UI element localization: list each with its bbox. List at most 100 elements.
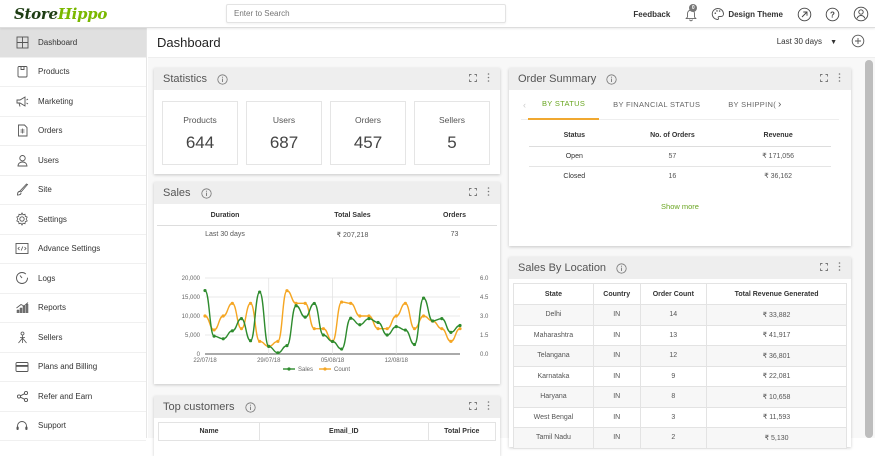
add-widget-icon[interactable] [851, 34, 865, 48]
table-header-row: Name Email_ID Total Price [157, 422, 497, 441]
search-input[interactable] [226, 4, 506, 23]
megaphone-icon [15, 94, 29, 108]
svg-text:10,000: 10,000 [182, 314, 201, 320]
show-more-link[interactable]: Show more [661, 202, 699, 211]
svg-text:Sales: Sales [298, 367, 313, 373]
order-summary-card-header: Order Summary [509, 68, 851, 90]
gear-icon [15, 212, 29, 227]
table-header-row: Status No. of Orders Revenue [529, 126, 831, 147]
design-theme-button[interactable]: Design Theme [711, 7, 783, 21]
tab-by-status[interactable]: BY STATUS [528, 90, 600, 120]
expand-icon[interactable] [469, 73, 477, 82]
share-icon [15, 389, 29, 403]
svg-text:05/08/18: 05/08/18 [321, 358, 345, 364]
expand-icon[interactable] [820, 262, 828, 271]
notification-button[interactable]: 0 [684, 3, 698, 22]
storehippo-logo[interactable]: StoreHippo [14, 5, 108, 23]
headset-icon [15, 419, 29, 433]
sales-summary-table: Duration Total Sales Orders Last 30 days… [157, 206, 497, 244]
stat-box-users[interactable]: Users 687 [246, 101, 322, 165]
expand-icon[interactable] [469, 187, 477, 196]
open-store-icon[interactable] [797, 7, 812, 22]
stat-box-sellers[interactable]: Sellers 5 [414, 101, 490, 165]
user-profile-icon[interactable] [853, 6, 869, 22]
table-row: Maharashtra IN 13 ₹ 41,917 [513, 324, 847, 346]
notification-badge: 0 [689, 3, 698, 12]
more-vertical-icon[interactable] [487, 401, 490, 410]
sidebar-item-users[interactable]: Users [0, 146, 146, 176]
sales-chart: 0 0.0 5,000 1.5 10,000 3.0 15,000 4.5 20,000 6.0 2… [154, 272, 500, 382]
info-icon[interactable] [606, 73, 617, 85]
sidebar-item-orders[interactable]: Orders [0, 117, 146, 146]
more-vertical-icon[interactable] [487, 187, 490, 196]
page-title: Dashboard [157, 35, 221, 50]
table-row: Haryana IN 8 ₹ 10,658 [513, 386, 847, 408]
sidebar-item-support[interactable]: Support [0, 412, 146, 441]
more-vertical-icon[interactable] [838, 262, 841, 271]
sidebar-item-site[interactable]: Site [0, 176, 146, 205]
sidebar-item-products[interactable]: Products [0, 58, 146, 87]
info-icon[interactable] [244, 401, 256, 413]
product-box-icon [15, 65, 29, 79]
sidebar-item-reports[interactable]: Reports [0, 294, 146, 323]
sidebar-item-dashboard[interactable]: Dashboard [0, 28, 146, 58]
table-row: Open 57 ₹ 171,056 [529, 146, 831, 167]
order-summary-tabs: ‹ BY STATUS BY FINANCIAL STATUS BY SHIPP… [521, 90, 839, 120]
date-range-dropdown[interactable]: Last 30 days ▼ [776, 37, 837, 46]
svg-text:1.5: 1.5 [480, 333, 489, 339]
sales-by-location-card-header: Sales By Location [509, 257, 851, 279]
tab-by-shipping[interactable]: BY SHIPPIN( [728, 100, 777, 109]
svg-text:4.5: 4.5 [480, 295, 489, 301]
sidebar-item-logs[interactable]: Logs [0, 264, 146, 294]
svg-text:29/07/18: 29/07/18 [257, 358, 281, 364]
top-customers-table: Name Email_ID Total Price [157, 422, 497, 441]
statistics-card: Statistics Products 644 Users 687 Orders… [154, 68, 500, 174]
sidebar-item-advance-settings[interactable]: Advance Settings [0, 235, 146, 264]
tabs-prev-arrow[interactable]: ‹ [523, 99, 526, 110]
expand-icon[interactable] [469, 401, 477, 410]
stat-box-orders[interactable]: Orders 457 [330, 101, 406, 165]
sellers-icon [15, 330, 29, 344]
sales-card: Sales Duration Total Sales Orders Last 3… [154, 182, 500, 384]
sidebar-item-plans-and-billing[interactable]: Plans and Billing [0, 353, 146, 382]
vertical-scrollbar[interactable] [865, 60, 873, 438]
table-header-row: State Country Order Count Total Revenue … [513, 283, 847, 305]
sidebar-item-sellers[interactable]: Sellers [0, 323, 146, 353]
timer-icon [15, 271, 29, 285]
grid-icon [15, 35, 29, 49]
sidebar-item-marketing[interactable]: Marketing [0, 87, 146, 117]
top-bar: StoreHippo Feedback 0 Design Theme ? [0, 0, 875, 28]
expand-icon[interactable] [820, 73, 828, 82]
table-header-row: Duration Total Sales Orders [157, 206, 497, 226]
svg-text:15,000: 15,000 [182, 295, 201, 301]
palette-icon [711, 7, 725, 21]
more-vertical-icon[interactable] [487, 73, 490, 82]
sidebar-item-refer-and-earn[interactable]: Refer and Earn [0, 382, 146, 412]
table-row: Karnataka IN 9 ₹ 22,081 [513, 365, 847, 387]
sidebar-item-settings[interactable]: Settings [0, 205, 146, 235]
svg-text:3.0: 3.0 [480, 314, 489, 320]
sales-line-chart: 0 0.0 5,000 1.5 10,000 3.0 15,000 4.5 20,000 6.0 2… [182, 276, 489, 373]
info-icon[interactable] [217, 73, 228, 85]
stat-box-products[interactable]: Products 644 [162, 101, 238, 165]
page-header: Dashboard Last 30 days ▼ [148, 28, 875, 58]
tabs-next-arrow[interactable]: › [778, 99, 782, 110]
tab-by-financial-status[interactable]: BY FINANCIAL STATUS [613, 100, 701, 109]
table-row: Telangana IN 12 ₹ 36,801 [513, 345, 847, 367]
svg-text:12/08/18: 12/08/18 [385, 358, 409, 364]
svg-text:22/07/18: 22/07/18 [193, 358, 217, 364]
table-row: Delhi IN 14 ₹ 33,882 [513, 304, 847, 326]
sales-card-header: Sales [154, 182, 500, 204]
svg-text:20,000: 20,000 [182, 276, 201, 282]
more-vertical-icon[interactable] [838, 73, 841, 82]
svg-text:6.0: 6.0 [480, 276, 489, 282]
top-customers-card-header: Top customers [154, 396, 500, 418]
help-icon[interactable]: ? [825, 7, 840, 22]
bar-chart-icon [15, 301, 29, 315]
info-icon[interactable] [200, 187, 212, 199]
info-icon[interactable] [616, 262, 627, 274]
svg-text:0.0: 0.0 [480, 352, 489, 358]
svg-text:?: ? [830, 10, 835, 19]
sidebar: Dashboard Products Marketing Orders User… [0, 28, 147, 441]
feedback-button[interactable]: Feedback [633, 9, 671, 19]
